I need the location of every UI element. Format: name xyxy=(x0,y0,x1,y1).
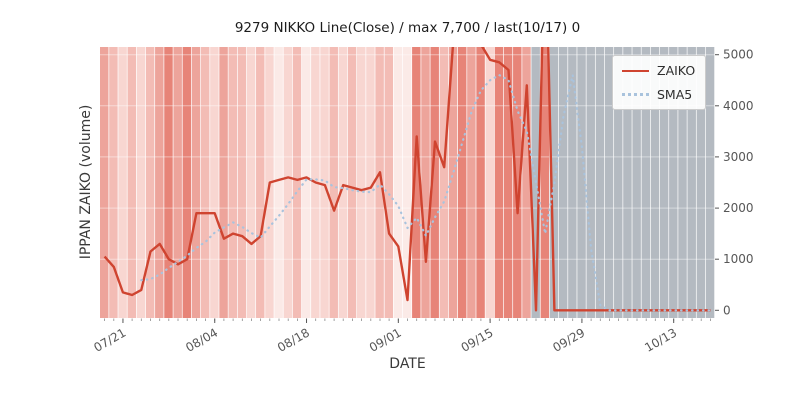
svg-text:09/29: 09/29 xyxy=(550,325,587,354)
svg-text:1000: 1000 xyxy=(723,252,754,266)
svg-text:10/13: 10/13 xyxy=(642,325,679,354)
svg-text:09/15: 09/15 xyxy=(459,325,496,354)
legend-item-sma5: SMA5 xyxy=(622,87,695,102)
svg-text:09/01: 09/01 xyxy=(367,325,404,354)
zaiko-line-swatch xyxy=(622,69,649,72)
svg-text:0: 0 xyxy=(723,303,731,317)
svg-text:08/04: 08/04 xyxy=(183,325,220,354)
svg-text:3000: 3000 xyxy=(723,150,754,164)
legend-label-zaiko: ZAIKO xyxy=(657,63,696,78)
svg-text:07/21: 07/21 xyxy=(91,325,128,354)
legend-label-sma5: SMA5 xyxy=(657,87,693,102)
svg-text:2000: 2000 xyxy=(723,201,754,215)
chart-title: 9279 NIKKO Line(Close) / max 7,700 / las… xyxy=(234,20,581,36)
legend-item-zaiko: ZAIKO xyxy=(622,63,695,78)
sma5-line-swatch xyxy=(622,93,649,96)
svg-text:08/18: 08/18 xyxy=(275,325,312,354)
x-axis-label: DATE xyxy=(389,356,426,372)
svg-text:4000: 4000 xyxy=(723,99,754,113)
legend: ZAIKO SMA5 xyxy=(612,55,707,110)
svg-text:5000: 5000 xyxy=(723,48,754,62)
